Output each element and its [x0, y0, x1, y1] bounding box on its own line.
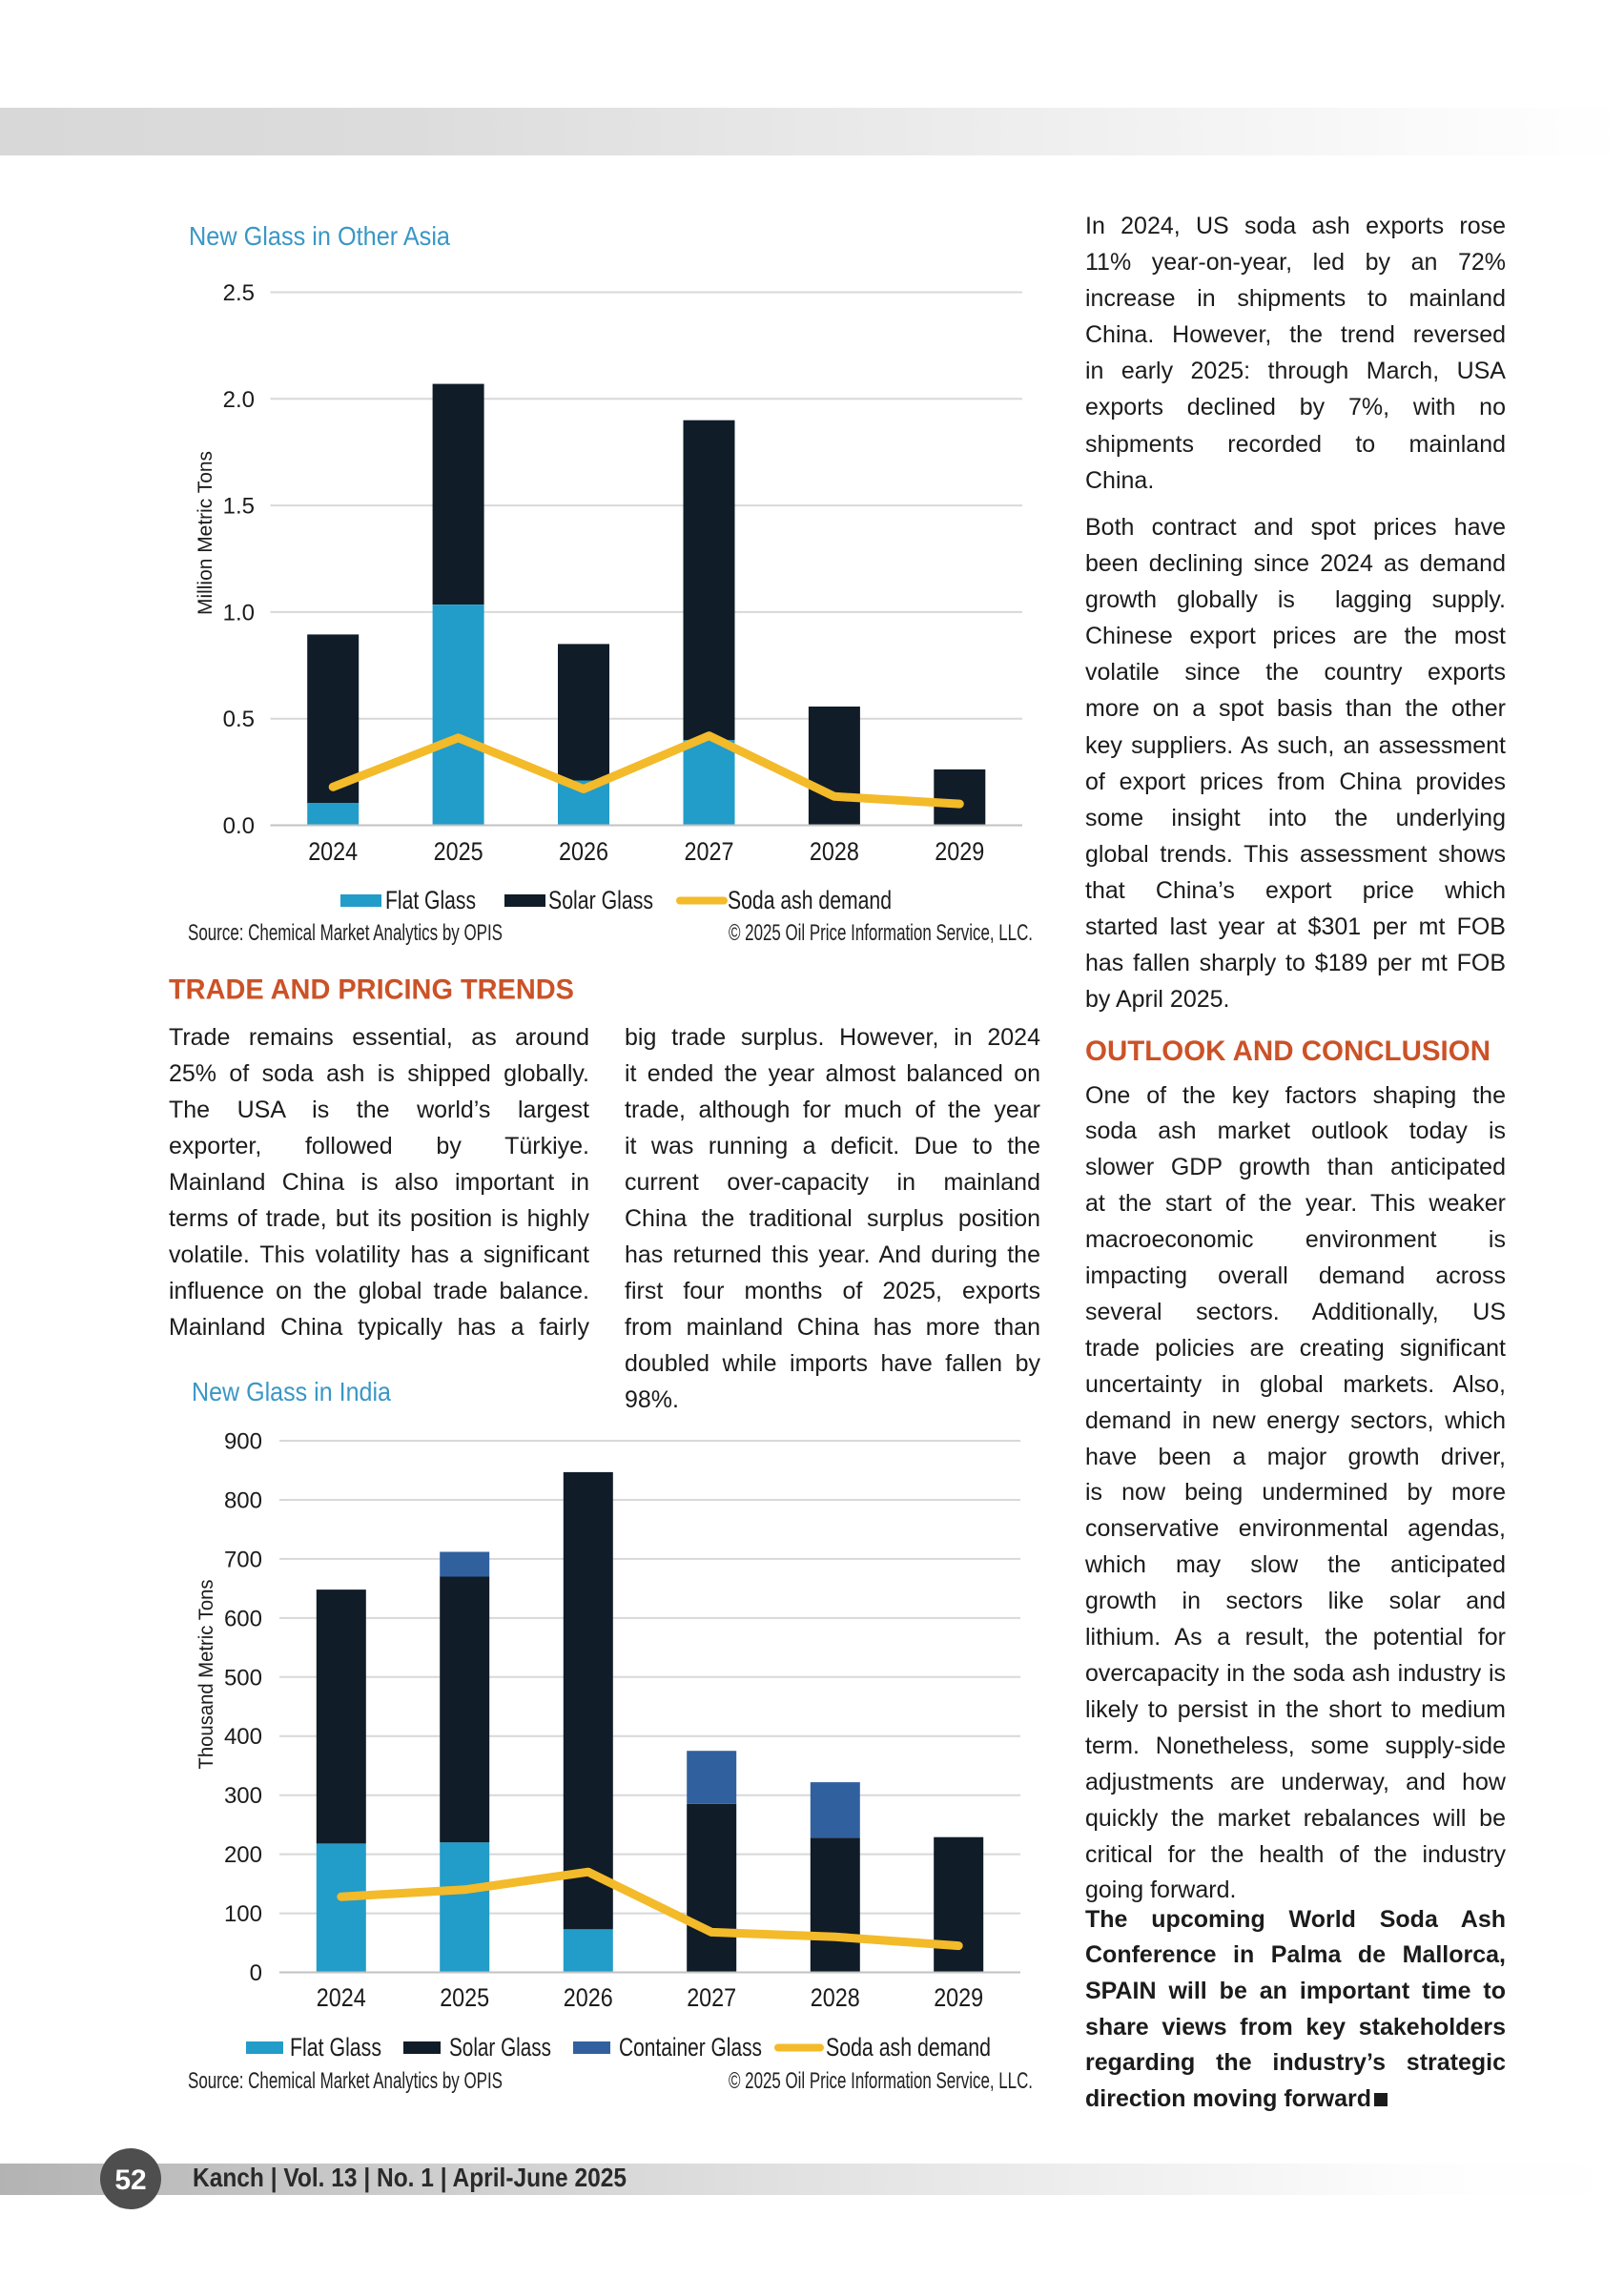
svg-text:2026: 2026: [564, 1983, 613, 2012]
svg-text:Flat Glass: Flat Glass: [385, 886, 476, 914]
svg-text:2.0: 2.0: [223, 387, 255, 413]
svg-text:Soda ash demand: Soda ash demand: [728, 886, 892, 914]
svg-text:New Glass in India: New Glass in India: [192, 1377, 391, 1406]
svg-text:52: 52: [114, 2164, 146, 2196]
svg-text:Thousand Metric Tons: Thousand Metric Tons: [195, 1580, 217, 1770]
svg-text:2029: 2029: [935, 837, 984, 866]
svg-text:1.5: 1.5: [223, 494, 255, 520]
svg-text:800: 800: [224, 1488, 262, 1514]
svg-text:New Glass in Other Asia: New Glass in Other Asia: [189, 221, 450, 251]
svg-text:300: 300: [224, 1783, 262, 1809]
svg-text:400: 400: [224, 1724, 262, 1750]
svg-text:Source: Chemical Market Analyt: Source: Chemical Market Analytics by OPI…: [188, 920, 503, 946]
svg-text:0: 0: [250, 1960, 262, 1986]
svg-text:1.0: 1.0: [223, 600, 255, 626]
svg-text:2025: 2025: [434, 837, 483, 866]
svg-text:2028: 2028: [810, 837, 859, 866]
svg-text:© 2025 Oil Price Information S: © 2025 Oil Price Information Service, LL…: [729, 2068, 1033, 2094]
svg-text:2027: 2027: [685, 837, 734, 866]
svg-text:500: 500: [224, 1665, 262, 1691]
svg-text:2026: 2026: [559, 837, 608, 866]
svg-text:200: 200: [224, 1842, 262, 1868]
svg-text:Flat Glass: Flat Glass: [290, 2033, 381, 2062]
svg-text:900: 900: [224, 1429, 262, 1455]
svg-text:Kanch | Vol. 13 | No. 1 | Apri: Kanch | Vol. 13 | No. 1 | April-June 202…: [193, 2163, 627, 2192]
svg-text:Solar Glass: Solar Glass: [449, 2033, 551, 2062]
svg-text:2024: 2024: [308, 837, 358, 866]
svg-text:100: 100: [224, 1901, 262, 1927]
svg-text:Source: Chemical Market Analyt: Source: Chemical Market Analytics by OPI…: [188, 2068, 503, 2094]
svg-text:TRADE AND PRICING TRENDS: TRADE AND PRICING TRENDS: [169, 974, 574, 1006]
svg-text:0.5: 0.5: [223, 707, 255, 732]
svg-text:600: 600: [224, 1606, 262, 1631]
svg-text:2029: 2029: [934, 1983, 983, 2012]
svg-text:OUTLOOK AND CONCLUSION: OUTLOOK AND CONCLUSION: [1085, 1036, 1490, 1067]
svg-text:Million Metric Tons: Million Metric Tons: [195, 451, 216, 615]
svg-text:2027: 2027: [687, 1983, 736, 2012]
svg-text:2024: 2024: [317, 1983, 366, 2012]
svg-text:© 2025 Oil Price Information S: © 2025 Oil Price Information Service, LL…: [729, 920, 1033, 946]
svg-text:2025: 2025: [440, 1983, 489, 2012]
svg-text:2.5: 2.5: [223, 280, 255, 306]
svg-text:0.0: 0.0: [223, 813, 255, 839]
svg-text:Soda ash demand: Soda ash demand: [826, 2033, 991, 2062]
svg-text:2028: 2028: [811, 1983, 860, 2012]
svg-text:Container Glass: Container Glass: [619, 2033, 762, 2062]
svg-text:Solar Glass: Solar Glass: [548, 886, 653, 914]
svg-text:700: 700: [224, 1547, 262, 1572]
